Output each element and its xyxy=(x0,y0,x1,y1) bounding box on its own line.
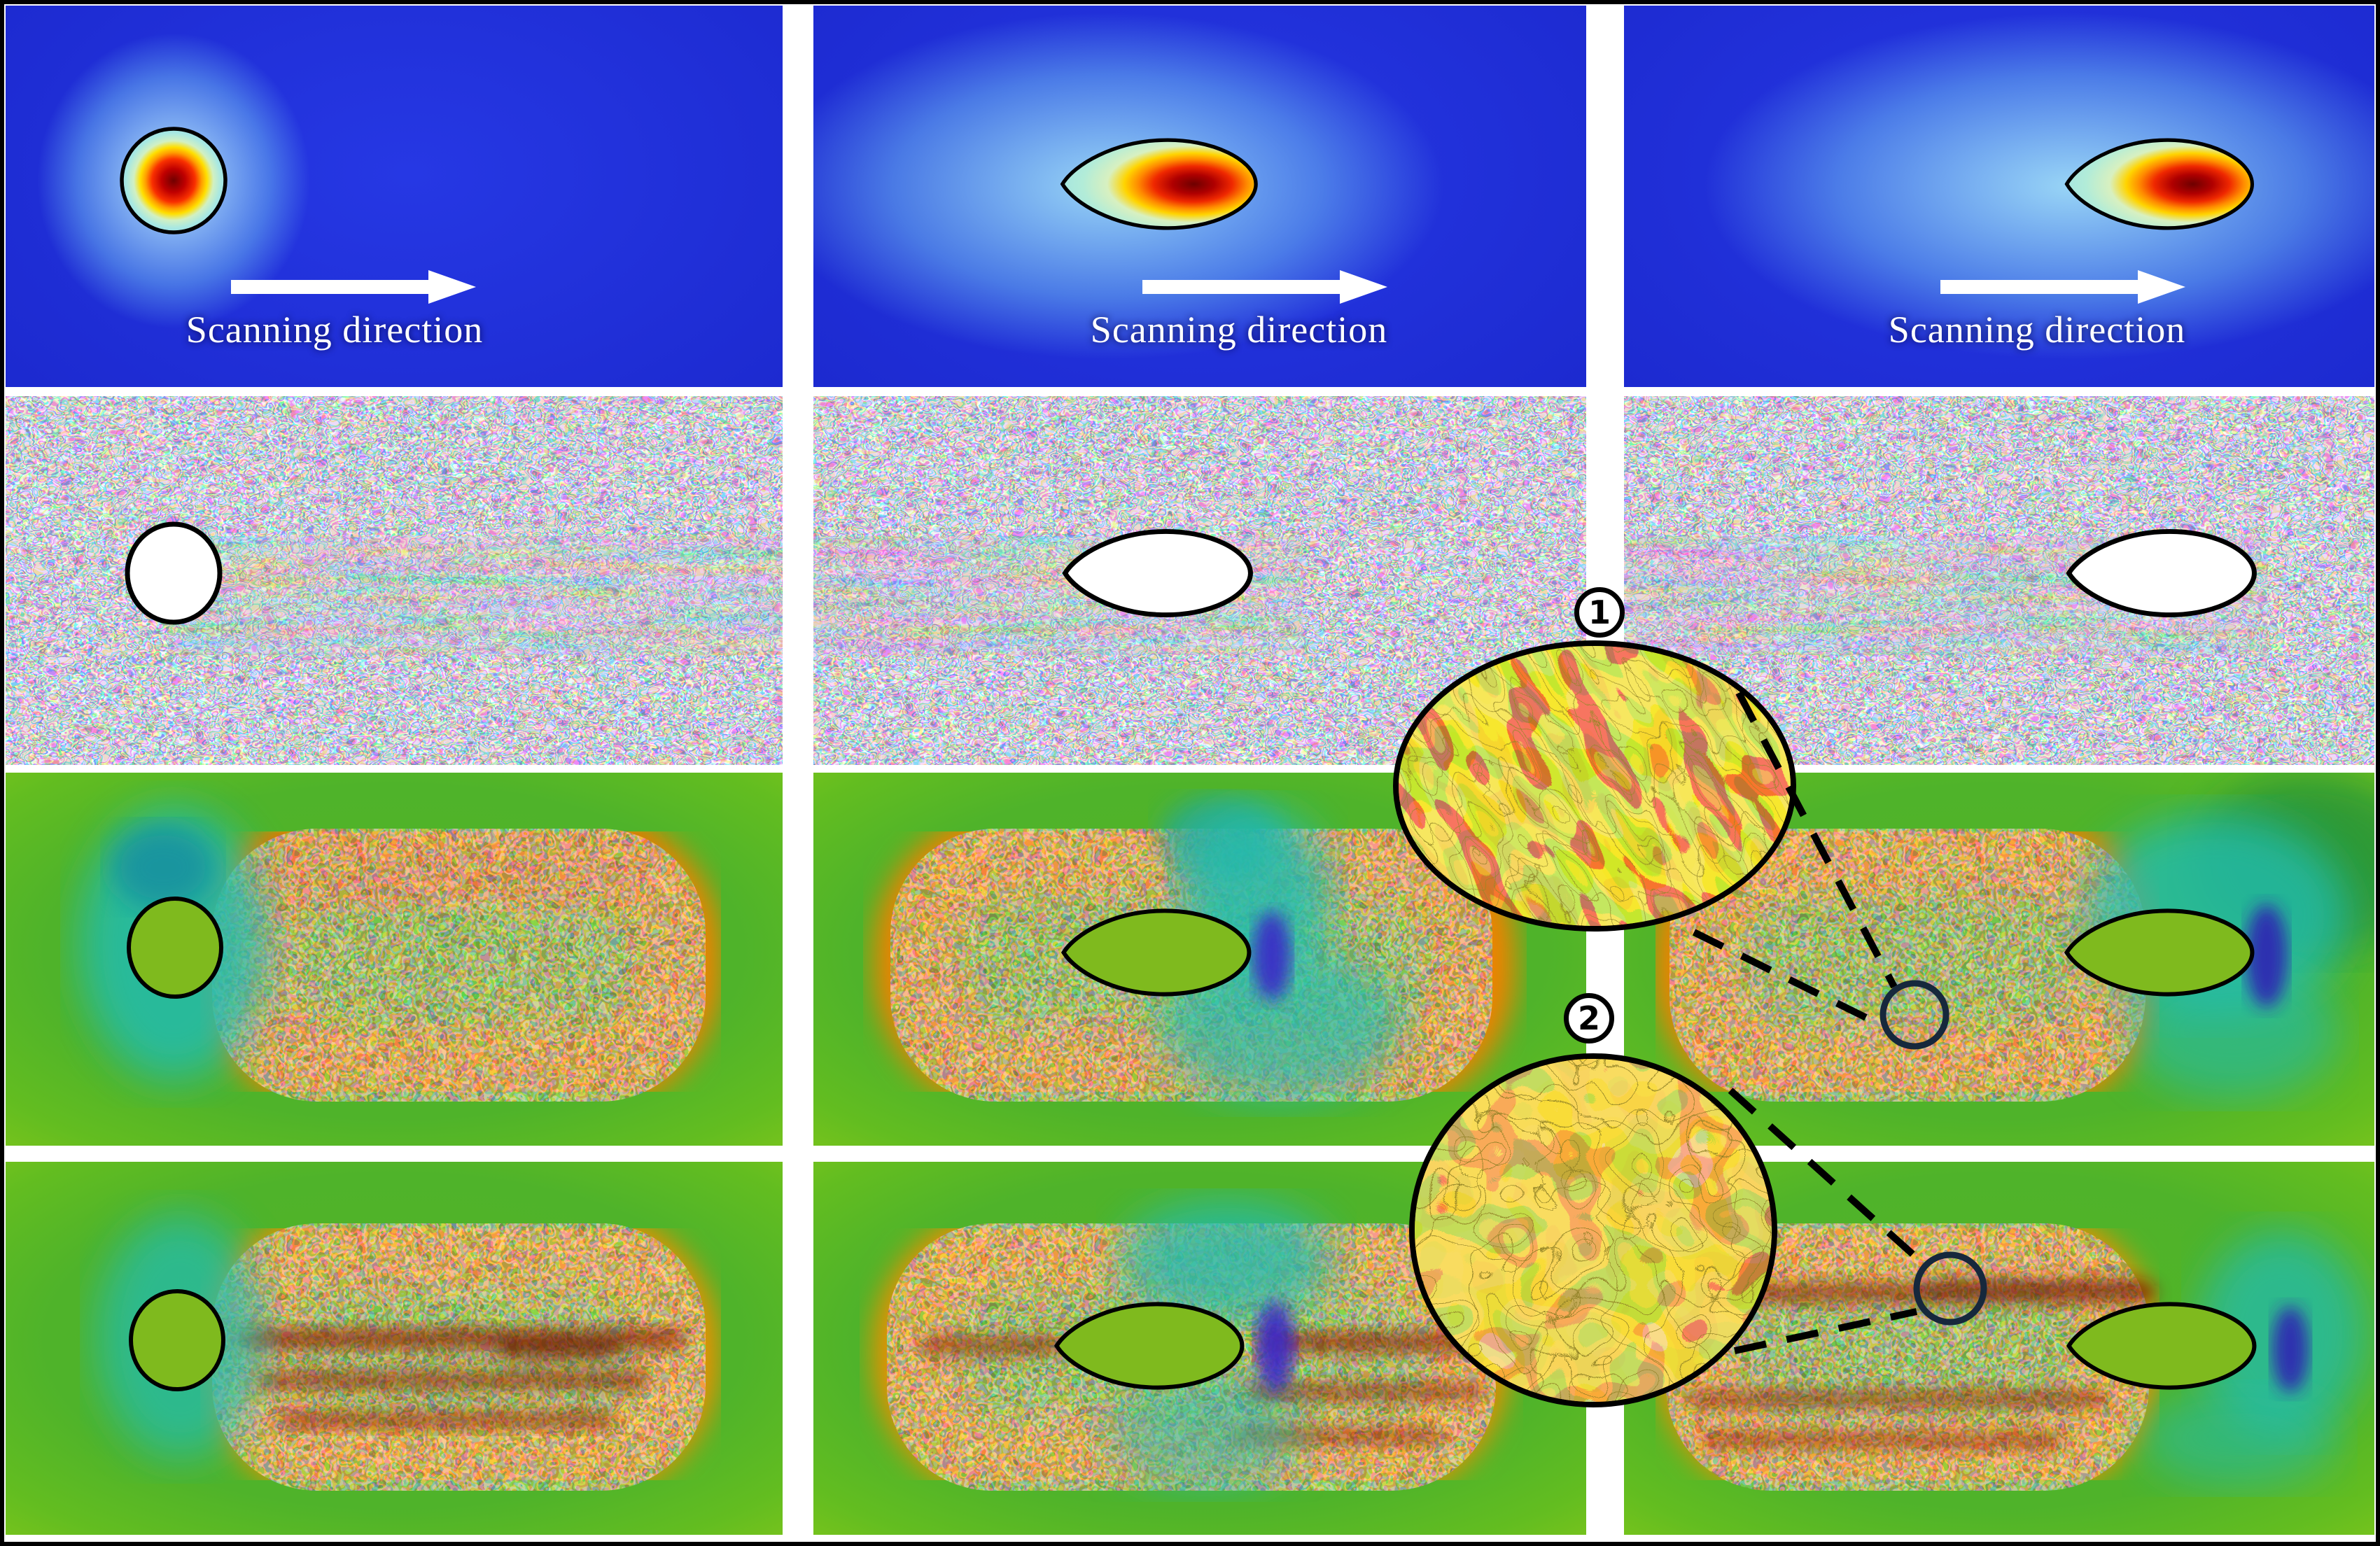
deep-blue-crescent xyxy=(1253,911,1291,1001)
melt-pool-graphic xyxy=(120,127,476,304)
magnified-grain-texture xyxy=(1399,646,1791,926)
scanning-direction-label: Scanning direction xyxy=(1888,309,2186,351)
stress-speckle xyxy=(212,829,706,1102)
callout-badge-2: 2 xyxy=(1564,993,1614,1043)
melt-pool-green xyxy=(127,897,223,999)
panel-stress-field-r3c1 xyxy=(6,773,783,1146)
melt-pool-graphic xyxy=(813,6,1387,304)
melt-pool-green xyxy=(129,1289,225,1391)
cool-teal-spot xyxy=(111,825,216,909)
scanning-direction-arrow xyxy=(1142,270,1387,304)
grain-texture xyxy=(813,396,1586,765)
panel-temperature-field-3: Scanning direction xyxy=(1624,6,2374,387)
melt-pool-graphic xyxy=(1940,6,2374,304)
panel-temperature-field-1: Scanning direction xyxy=(6,6,783,387)
melt-pool-white xyxy=(125,521,223,625)
stress-speckle xyxy=(212,1223,706,1491)
melt-pool-outline xyxy=(1063,140,1256,228)
panel-temperature-field-2: Scanning direction xyxy=(813,6,1586,387)
cool-cyan-region xyxy=(1118,1200,1335,1319)
stress-field-graphic xyxy=(6,773,783,1146)
callout-badge-1: 1 xyxy=(1574,587,1625,638)
cool-cyan-region xyxy=(1107,1379,1303,1491)
melt-pool-outline xyxy=(2066,140,2252,228)
panel-stress-field-r4c1 xyxy=(6,1162,783,1535)
solidified-wake-texture xyxy=(167,536,783,655)
scanning-direction-arrow xyxy=(231,270,476,304)
scanning-direction-arrow xyxy=(1940,270,2185,304)
callout-number: 2 xyxy=(1577,999,1600,1037)
magnified-grain-texture xyxy=(1415,1059,1772,1402)
callout-number: 1 xyxy=(1588,593,1611,631)
magnifier-inset-2 xyxy=(1409,1053,1777,1407)
scanning-direction-label: Scanning direction xyxy=(1090,309,1388,351)
melt-pool-outline xyxy=(120,127,227,234)
deep-blue-crescent xyxy=(1256,1301,1295,1393)
panel-stress-field-r4c2 xyxy=(813,1162,1586,1535)
scanning-direction-label: Scanning direction xyxy=(186,309,484,351)
magnifier-inset-1 xyxy=(1393,640,1796,932)
stress-field-graphic xyxy=(813,1162,1586,1535)
deep-blue-crescent xyxy=(2272,1306,2309,1393)
deep-blue-crescent xyxy=(2246,904,2288,1008)
stress-field-graphic xyxy=(6,1162,783,1535)
panel-grain-structure-1 xyxy=(6,396,783,765)
cool-cyan-region xyxy=(2142,1389,2338,1487)
grain-texture xyxy=(6,396,783,765)
residual-stress-streaks xyxy=(237,1330,685,1426)
cool-cyan-region xyxy=(2128,965,2338,1098)
